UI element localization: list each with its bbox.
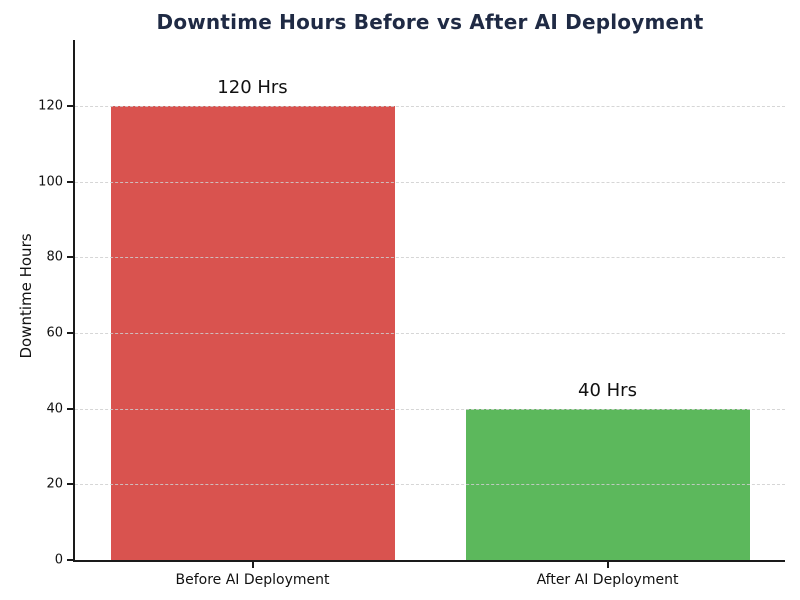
y-tick-mark: [67, 332, 73, 335]
y-tick-mark: [67, 483, 73, 486]
plot-area: 0 20 40 60 80 100 120 120 Hrs Before AI Deployme…: [38, 40, 785, 587]
gridline: [75, 106, 785, 108]
gridline: [75, 257, 785, 259]
y-tick-label: 100: [38, 174, 63, 190]
x-tick-mark: [251, 562, 254, 568]
bar-value-label: 40 Hrs: [578, 379, 637, 401]
gridline: [75, 181, 785, 183]
y-axis-label: Downtime Hours: [17, 233, 35, 359]
y-tick-label: 0: [54, 552, 63, 568]
chart-title: Downtime Hours Before vs After AI Deploy…: [156, 10, 704, 34]
x-tick-label: Before AI Deployment: [175, 572, 330, 588]
y-tick-label: 80: [46, 249, 63, 265]
x-tick-label: After AI Deployment: [536, 572, 679, 588]
x-tick-mark: [606, 562, 609, 568]
gridline: [75, 484, 785, 486]
gridline: [75, 408, 785, 410]
y-tick-mark: [67, 407, 73, 410]
y-tick-mark: [67, 180, 73, 183]
y-tick-mark: [67, 559, 73, 561]
bar-value-label: 120 Hrs: [217, 77, 288, 99]
y-tick-label: 120: [38, 98, 63, 114]
y-tick-label: 60: [46, 325, 63, 341]
y-tick-label: 20: [46, 476, 63, 492]
y-tick-mark: [67, 256, 73, 259]
gridline: [75, 333, 785, 335]
y-tick-mark: [67, 105, 73, 108]
y-tick-label: 40: [46, 401, 63, 417]
